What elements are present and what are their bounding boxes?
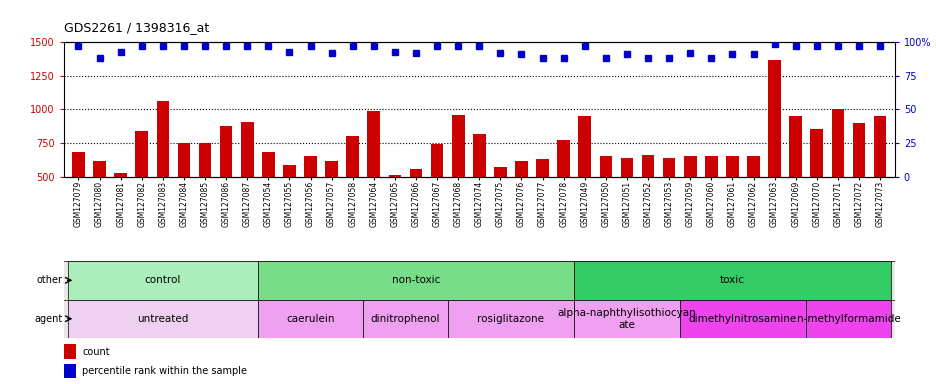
Bar (64, 364, 76, 378)
Bar (768, 60, 780, 244)
Bar (409, 169, 422, 244)
Text: dimethylnitrosamine: dimethylnitrosamine (688, 314, 797, 324)
Text: agent: agent (35, 314, 63, 324)
Bar (241, 121, 254, 244)
Bar (68, 300, 257, 338)
Bar (574, 300, 679, 338)
Bar (805, 300, 889, 338)
Text: non-toxic: non-toxic (391, 275, 440, 285)
Bar (662, 159, 675, 244)
Bar (178, 143, 190, 244)
Bar (872, 116, 885, 244)
Text: alpha-naphthylisothiocyan
ate: alpha-naphthylisothiocyan ate (557, 308, 695, 329)
Bar (725, 157, 738, 244)
Text: untreated: untreated (137, 314, 188, 324)
Bar (473, 134, 485, 244)
Bar (683, 157, 695, 244)
Bar (810, 129, 822, 244)
Bar (746, 156, 759, 244)
Bar (641, 155, 653, 244)
Bar (68, 261, 257, 300)
Bar (257, 261, 574, 300)
Text: n-methylformamide: n-methylformamide (796, 314, 899, 324)
Text: toxic: toxic (719, 275, 744, 285)
Bar (283, 164, 296, 244)
Text: dinitrophenol: dinitrophenol (371, 314, 440, 324)
Bar (574, 261, 889, 300)
Bar (156, 101, 169, 244)
Bar (830, 109, 843, 244)
Bar (388, 175, 401, 244)
Bar (535, 159, 548, 244)
Bar (94, 161, 106, 244)
Bar (367, 111, 380, 244)
Bar (114, 173, 127, 244)
Bar (852, 123, 864, 244)
Text: percentile rank within the sample: percentile rank within the sample (82, 366, 247, 376)
Text: control: control (144, 275, 181, 285)
Text: count: count (82, 347, 110, 357)
Bar (578, 116, 591, 244)
Text: caerulein: caerulein (286, 314, 334, 324)
Bar (515, 161, 527, 244)
Bar (262, 152, 274, 244)
Bar (220, 126, 232, 244)
Bar (325, 161, 338, 244)
Bar (363, 300, 447, 338)
Bar (788, 116, 801, 244)
Bar (557, 140, 569, 244)
Text: GDS2261 / 1398316_at: GDS2261 / 1398316_at (64, 21, 209, 34)
Bar (136, 131, 148, 244)
Text: other: other (37, 275, 63, 285)
Text: rosiglitazone: rosiglitazone (477, 314, 544, 324)
Bar (72, 152, 85, 244)
Bar (257, 300, 363, 338)
Bar (304, 157, 316, 244)
Bar (346, 136, 358, 244)
Bar (599, 157, 611, 244)
Bar (64, 344, 76, 359)
Bar (493, 167, 506, 244)
Bar (198, 143, 212, 244)
Bar (431, 144, 443, 244)
Bar (704, 157, 717, 244)
Bar (620, 159, 633, 244)
Bar (451, 115, 464, 244)
Bar (447, 300, 574, 338)
Bar (679, 300, 805, 338)
